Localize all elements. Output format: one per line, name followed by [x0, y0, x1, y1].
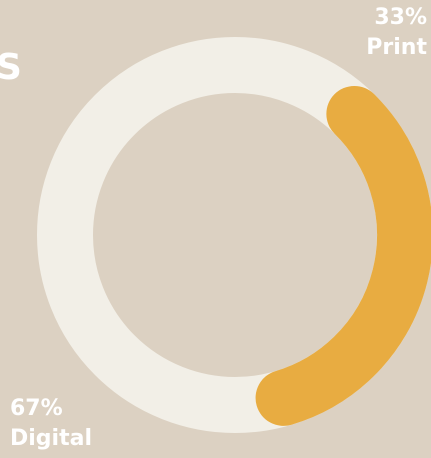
print-label: 33% Print [366, 3, 427, 63]
digital-label: 67% Digital [10, 394, 92, 454]
digital-percent-label: 67% [10, 396, 63, 421]
title-fragment-middle: S [0, 47, 22, 88]
donut-slice-print [255, 85, 431, 426]
digital-name-label: Digital [10, 426, 92, 451]
print-name-label: Print [366, 35, 427, 60]
print-percent-label: 33% [374, 5, 427, 30]
